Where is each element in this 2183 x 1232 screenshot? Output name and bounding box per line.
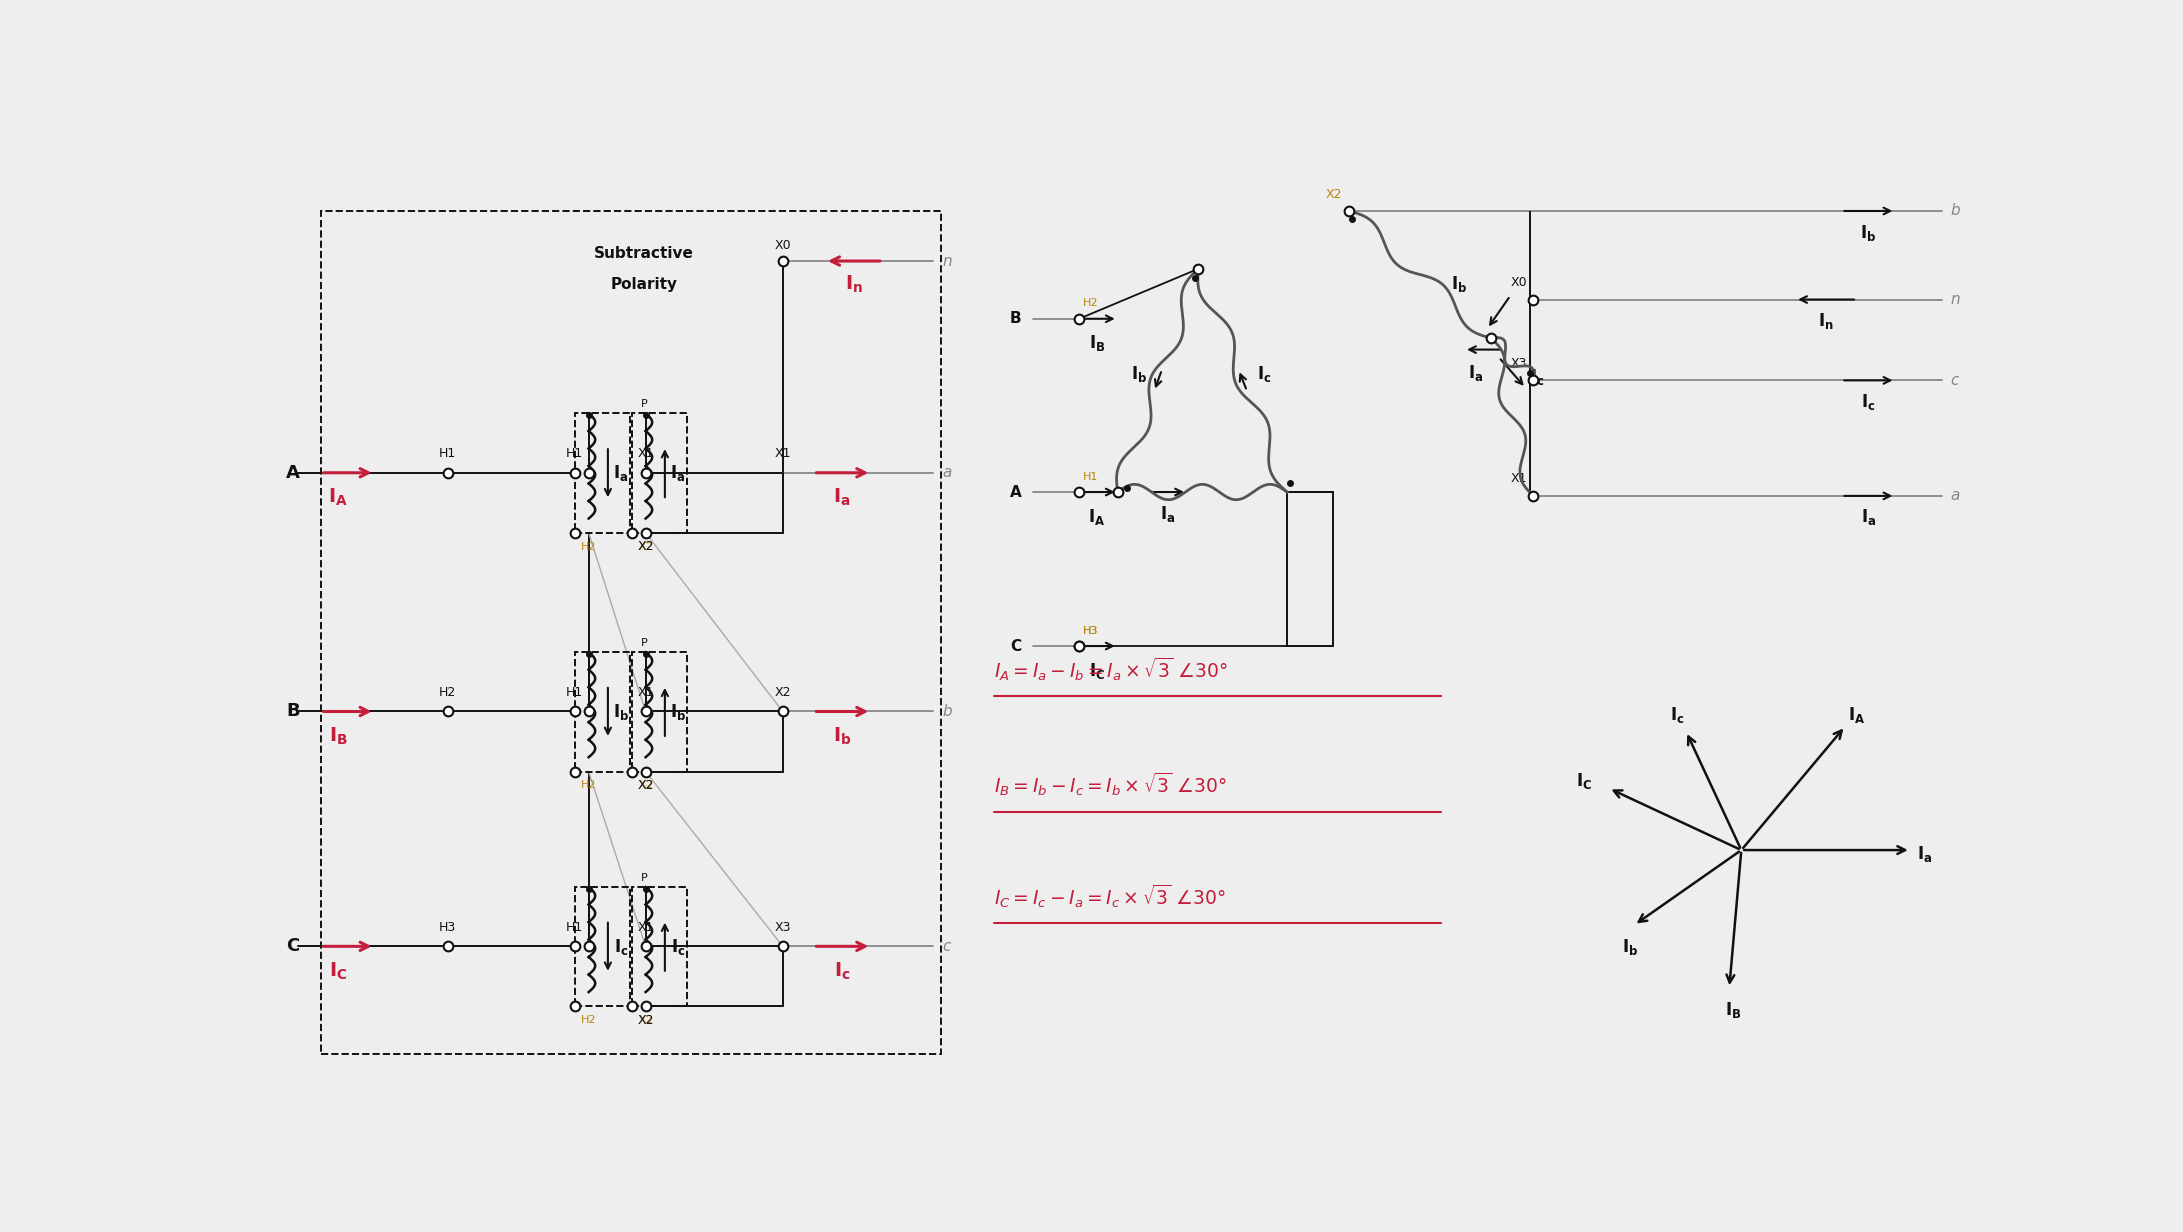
Text: a: a — [1952, 488, 1960, 504]
Text: X2: X2 — [637, 780, 653, 791]
Text: X1: X1 — [775, 447, 790, 460]
Text: X1: X1 — [637, 686, 655, 699]
Text: H1: H1 — [565, 920, 583, 934]
Text: H2: H2 — [439, 686, 456, 699]
Text: $\mathbf{I_c}$: $\mathbf{I_c}$ — [1670, 705, 1683, 724]
Text: $\mathbf{I_a}$: $\mathbf{I_a}$ — [613, 463, 629, 483]
Bar — [574, 887, 631, 1007]
Text: $\mathbf{I_C}$: $\mathbf{I_C}$ — [1576, 770, 1591, 791]
Text: H2: H2 — [581, 780, 596, 791]
Text: H2: H2 — [1083, 298, 1098, 308]
Text: $I_B = I_b - I_c = I_b \times \sqrt{3}\ \angle 30°$: $I_B = I_b - I_c = I_b \times \sqrt{3}\ … — [995, 771, 1227, 798]
Bar — [321, 211, 941, 1055]
Text: X2: X2 — [1325, 187, 1343, 201]
Text: X0: X0 — [1511, 276, 1528, 290]
Text: X0: X0 — [775, 239, 790, 253]
Text: $\mathbf{I_c}$: $\mathbf{I_c}$ — [834, 960, 851, 982]
Bar — [574, 652, 631, 771]
Bar — [631, 414, 688, 532]
Text: H3: H3 — [1083, 626, 1098, 636]
Text: $\mathbf{I_a}$: $\mathbf{I_a}$ — [1860, 508, 1875, 527]
Text: $\mathbf{I_c}$: $\mathbf{I_c}$ — [1530, 367, 1546, 387]
Text: H1: H1 — [439, 447, 456, 460]
Text: X3: X3 — [775, 920, 790, 934]
Text: c: c — [943, 939, 950, 954]
Text: A: A — [286, 463, 299, 482]
Text: B: B — [1011, 312, 1022, 326]
Text: H3: H3 — [1083, 626, 1098, 636]
Text: X2: X2 — [637, 779, 655, 792]
Text: b: b — [943, 703, 952, 719]
Text: c: c — [1952, 373, 1958, 388]
Text: X2: X2 — [637, 1015, 653, 1025]
Text: $\mathbf{I_a}$: $\mathbf{I_a}$ — [1467, 362, 1484, 383]
Text: $\mathbf{I_b}$: $\mathbf{I_b}$ — [670, 702, 685, 722]
Text: X1: X1 — [637, 447, 655, 460]
Text: B: B — [286, 702, 299, 721]
Text: X3: X3 — [1511, 357, 1528, 370]
Text: n: n — [1952, 292, 1960, 307]
Text: $\mathbf{I_B}$: $\mathbf{I_B}$ — [330, 726, 347, 747]
Text: $\mathbf{I_B}$: $\mathbf{I_B}$ — [1089, 334, 1105, 354]
Text: H3: H3 — [439, 920, 456, 934]
Text: H1: H1 — [565, 686, 583, 699]
Text: $\mathbf{I_a}$: $\mathbf{I_a}$ — [1159, 504, 1174, 524]
Text: $\mathbf{I_n}$: $\mathbf{I_n}$ — [1818, 312, 1834, 331]
Text: X2: X2 — [637, 542, 653, 552]
Text: $\mathbf{I_c}$: $\mathbf{I_c}$ — [1862, 392, 1875, 411]
Text: H2: H2 — [581, 1015, 596, 1025]
Text: P: P — [640, 399, 648, 409]
Text: $\mathbf{I_c}$: $\mathbf{I_c}$ — [670, 936, 685, 957]
Text: X2: X2 — [637, 540, 655, 553]
Text: $\mathbf{I_b}$: $\mathbf{I_b}$ — [1860, 223, 1877, 243]
Bar — [574, 414, 631, 532]
Bar — [631, 887, 688, 1007]
Text: $\mathbf{I_A}$: $\mathbf{I_A}$ — [327, 487, 349, 508]
Text: $\mathbf{I_b}$: $\mathbf{I_b}$ — [1452, 275, 1467, 294]
Text: $\mathbf{I_B}$: $\mathbf{I_B}$ — [1725, 999, 1742, 1020]
Text: b: b — [1952, 203, 1960, 218]
Text: H1: H1 — [565, 447, 583, 460]
Text: P: P — [640, 872, 648, 883]
Text: A: A — [1009, 484, 1022, 499]
Text: $\mathbf{I_n}$: $\mathbf{I_n}$ — [845, 274, 862, 294]
Text: Polarity: Polarity — [611, 277, 677, 292]
Text: X2: X2 — [637, 1014, 655, 1026]
Text: $\mathbf{I_a}$: $\mathbf{I_a}$ — [834, 487, 851, 508]
Text: $\mathbf{I_C}$: $\mathbf{I_C}$ — [330, 960, 347, 982]
Text: Subtractive: Subtractive — [594, 246, 694, 261]
Text: $\mathbf{I_c}$: $\mathbf{I_c}$ — [613, 936, 629, 957]
Text: C: C — [286, 938, 299, 955]
Text: n: n — [943, 254, 952, 269]
Text: C: C — [1011, 638, 1022, 653]
Text: X1: X1 — [637, 920, 655, 934]
Text: $\mathbf{I_b}$: $\mathbf{I_b}$ — [1131, 365, 1146, 384]
Text: $\mathbf{I_b}$: $\mathbf{I_b}$ — [1622, 936, 1639, 957]
Text: $\mathbf{I_c}$: $\mathbf{I_c}$ — [1257, 365, 1271, 384]
Text: $\mathbf{I_C}$: $\mathbf{I_C}$ — [1089, 660, 1105, 680]
Text: $\mathbf{I_a}$: $\mathbf{I_a}$ — [1917, 844, 1932, 864]
Text: $\mathbf{I_A}$: $\mathbf{I_A}$ — [1849, 705, 1866, 724]
Text: H1: H1 — [1083, 472, 1098, 482]
Text: $I_A = I_a - I_b = I_a \times \sqrt{3}\ \angle 30°$: $I_A = I_a - I_b = I_a \times \sqrt{3}\ … — [995, 655, 1229, 683]
Bar — [1288, 492, 1334, 646]
Text: a: a — [943, 466, 952, 480]
Text: $I_C = I_c - I_a = I_c \times \sqrt{3}\ \angle 30°$: $I_C = I_c - I_a = I_c \times \sqrt{3}\ … — [995, 882, 1227, 910]
Text: X1: X1 — [1511, 472, 1528, 485]
Text: H2: H2 — [581, 542, 596, 552]
Text: $\mathbf{I_b}$: $\mathbf{I_b}$ — [832, 726, 851, 747]
Text: $\mathbf{I_b}$: $\mathbf{I_b}$ — [613, 702, 629, 722]
Bar — [631, 652, 688, 771]
Text: $\mathbf{I_a}$: $\mathbf{I_a}$ — [670, 463, 685, 483]
Text: $\mathbf{I_A}$: $\mathbf{I_A}$ — [1087, 506, 1105, 526]
Text: P: P — [640, 638, 648, 648]
Text: X2: X2 — [775, 686, 790, 699]
